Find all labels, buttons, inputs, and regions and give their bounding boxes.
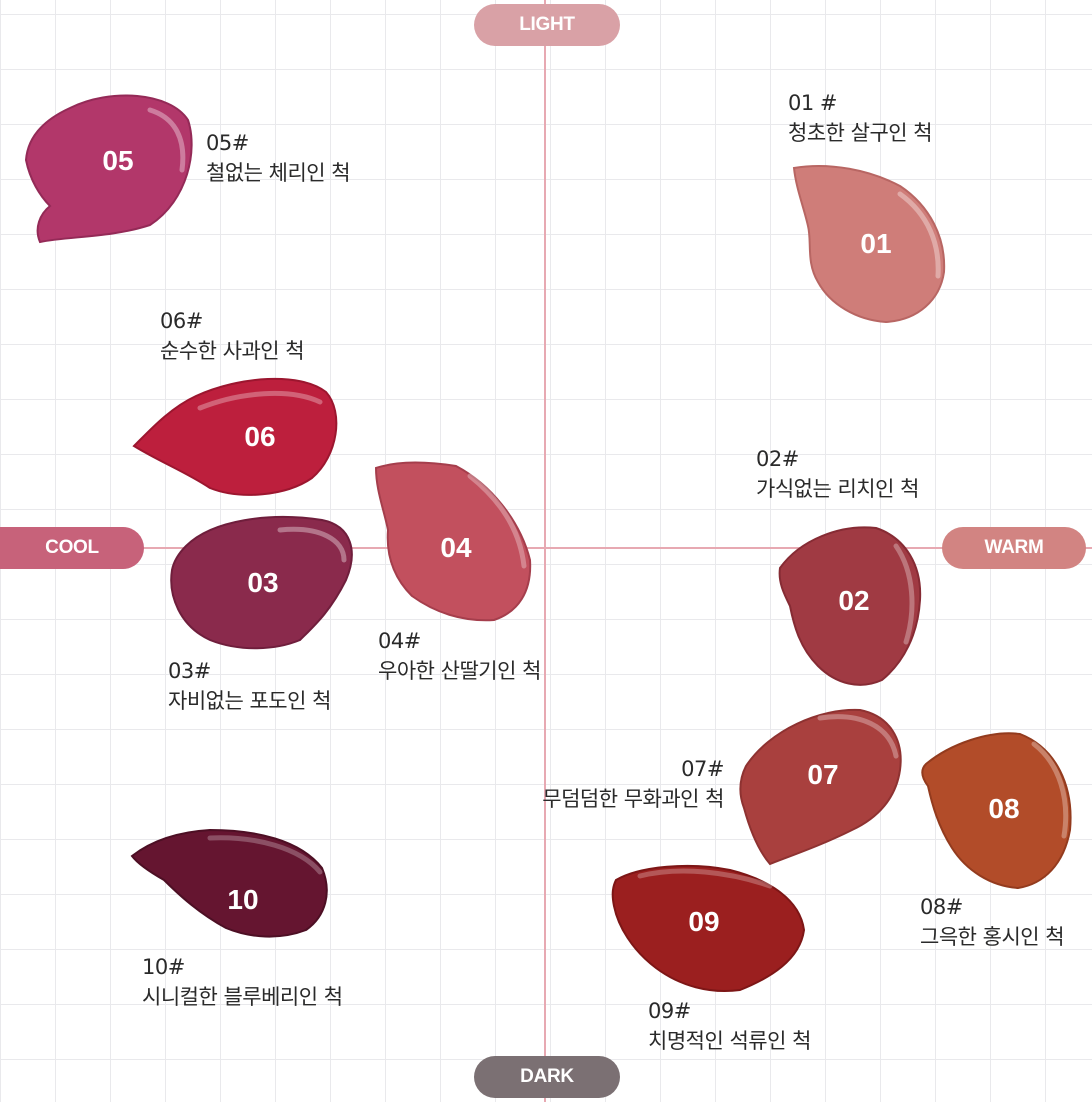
swatch-07[interactable]: 07 — [739, 708, 902, 866]
label-08: 08# 그윽한 홍시인 척 — [920, 892, 1065, 952]
vertical-axis-line — [544, 0, 546, 1102]
swatch-04-shape — [374, 461, 532, 622]
label-09-name: 치명적인 석류인 척 — [648, 1029, 811, 1053]
swatch-09-number: 09 — [688, 906, 719, 937]
swatch-05[interactable]: 05 — [24, 94, 193, 244]
swatch-02-shape — [778, 526, 922, 686]
swatch-09-highlight — [637, 868, 773, 889]
swatch-02[interactable]: 02 — [778, 526, 922, 686]
label-04-name: 우아한 산딸기인 척 — [378, 659, 541, 683]
swatch-08-number: 08 — [988, 793, 1019, 824]
label-05-name: 철없는 체리인 척 — [206, 161, 351, 185]
horizontal-axis-line — [0, 547, 1092, 549]
swatch-09-shape — [611, 864, 806, 992]
label-10: 10# 시니컬한 블루베리인 척 — [142, 952, 343, 1012]
swatch-02-number: 02 — [838, 585, 869, 616]
label-05-code: 05# — [206, 131, 249, 155]
label-02: 02# 가식없는 리치인 척 — [756, 444, 919, 504]
swatch-07-number: 07 — [807, 759, 838, 790]
swatch-01-shape — [792, 165, 946, 324]
label-01-code: 01 # — [788, 91, 838, 115]
label-08-name: 그윽한 홍시인 척 — [920, 925, 1065, 949]
label-04: 04# 우아한 산딸기인 척 — [378, 626, 541, 686]
swatch-10[interactable]: 10 — [130, 828, 328, 938]
swatch-04[interactable]: 04 — [374, 461, 532, 622]
axis-label-cool: COOL — [0, 527, 144, 569]
swatch-08[interactable]: 08 — [921, 732, 1072, 890]
label-09: 09# 치명적인 석류인 척 — [648, 996, 811, 1056]
label-10-code: 10# — [142, 955, 185, 979]
swatch-09[interactable]: 09 — [611, 864, 806, 992]
axis-label-warm: WARM — [942, 527, 1086, 569]
swatch-06-number: 06 — [244, 421, 275, 452]
swatch-06-highlight — [197, 390, 323, 411]
swatch-03-number: 03 — [247, 567, 278, 598]
swatch-08-highlight — [1031, 741, 1069, 839]
swatch-06[interactable]: 06 — [132, 377, 338, 496]
swatch-03[interactable]: 03 — [170, 516, 353, 650]
label-07-code: 07# — [681, 757, 724, 781]
swatch-05-shape — [24, 94, 193, 244]
label-08-code: 08# — [920, 895, 963, 919]
label-07-name: 무덤덤한 무화과인 척 — [542, 787, 724, 811]
label-02-name: 가식없는 리치인 척 — [756, 477, 919, 501]
axis-label-light: LIGHT — [474, 4, 620, 46]
swatch-10-shape — [130, 828, 328, 938]
label-06-code: 06# — [160, 309, 203, 333]
swatch-04-number: 04 — [440, 532, 472, 563]
swatch-03-shape — [170, 516, 353, 650]
label-03: 03# 자비없는 포도인 척 — [168, 656, 331, 716]
label-03-name: 자비없는 포도인 척 — [168, 689, 331, 713]
swatch-05-number: 05 — [102, 145, 133, 176]
swatch-05-highlight — [147, 107, 186, 173]
swatch-01-number: 01 — [860, 228, 891, 259]
swatch-01-highlight — [897, 191, 941, 279]
swatch-08-shape — [921, 732, 1072, 890]
label-01: 01 # 청초한 살구인 척 — [788, 88, 933, 148]
label-01-name: 청초한 살구인 척 — [788, 121, 933, 145]
swatch-06-shape — [132, 377, 338, 496]
label-03-code: 03# — [168, 659, 211, 683]
label-07: 07# 무덤덤한 무화과인 척 — [506, 754, 724, 814]
label-06-name: 순수한 사과인 척 — [160, 339, 305, 363]
label-09-code: 09# — [648, 999, 691, 1023]
label-06: 06# 순수한 사과인 척 — [160, 306, 305, 366]
axis-label-dark: DARK — [474, 1056, 620, 1098]
label-04-code: 04# — [378, 629, 421, 653]
swatch-10-number: 10 — [227, 884, 258, 915]
label-05: 05# 철없는 체리인 척 — [206, 128, 351, 188]
label-02-code: 02# — [756, 447, 799, 471]
swatch-07-highlight — [817, 714, 899, 759]
swatch-02-highlight — [893, 543, 915, 645]
swatch-07-shape — [739, 708, 902, 866]
swatch-01[interactable]: 01 — [792, 165, 946, 324]
swatch-03-highlight — [277, 526, 347, 563]
swatch-10-highlight — [207, 835, 323, 875]
swatch-04-highlight — [467, 473, 527, 569]
label-10-name: 시니컬한 블루베리인 척 — [142, 985, 343, 1009]
